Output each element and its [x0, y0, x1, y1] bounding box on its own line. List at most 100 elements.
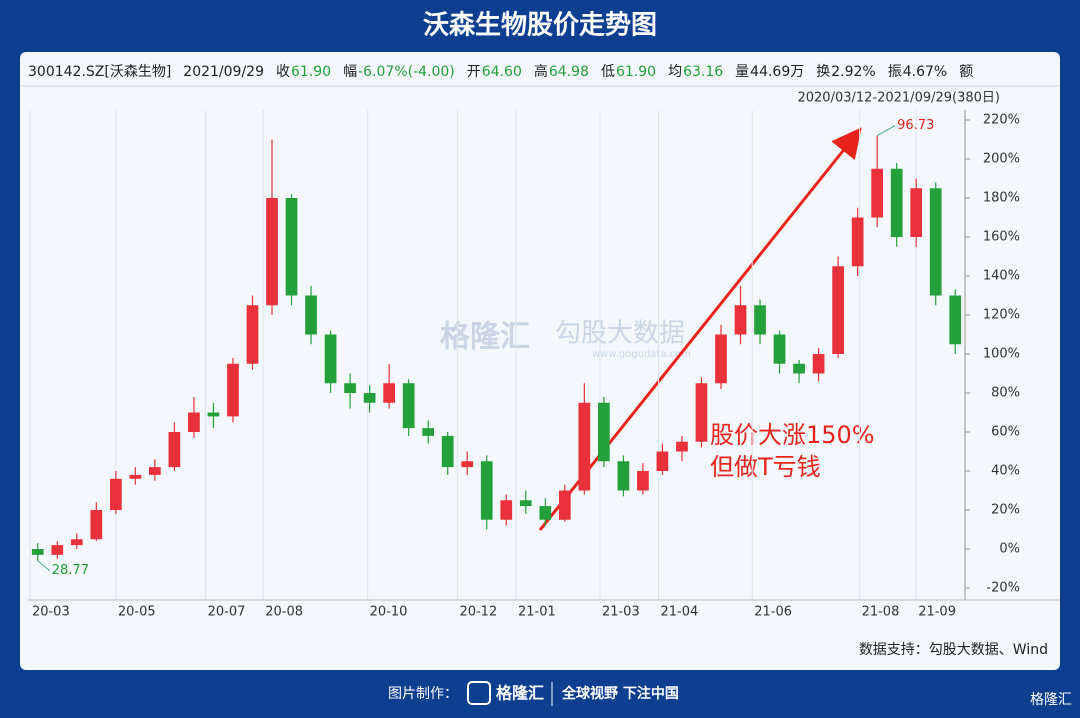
candle-body	[363, 393, 376, 403]
candle-body	[715, 334, 727, 384]
y-tick-label: 40%	[991, 464, 1020, 479]
x-tick-label: 21-08	[862, 605, 900, 620]
candle-body	[598, 402, 610, 462]
title: 沃森生物股价走势图	[423, 11, 657, 41]
low-leader	[37, 560, 51, 572]
candle-body	[695, 383, 708, 442]
y-tick-label: 180%	[983, 191, 1020, 206]
y-tick-label: 20%	[991, 503, 1020, 518]
date-range: 2020/03/12-2021/09/29(380日)	[797, 91, 1000, 106]
info-item: 开	[467, 64, 481, 80]
x-tick-label: 21-04	[661, 605, 699, 620]
x-tick-label: 21-01	[518, 605, 556, 620]
candle-body	[441, 435, 454, 468]
candle-body	[422, 428, 435, 436]
high-label: 96.73	[897, 118, 934, 133]
source: 数据支持：勾股大数据、Wind	[859, 642, 1048, 658]
logo	[467, 681, 491, 705]
x-tick-label: 20-03	[32, 605, 70, 620]
candle-body	[51, 545, 64, 555]
y-tick-label: 60%	[991, 425, 1020, 440]
panel	[20, 52, 1060, 670]
x-tick-label: 21-06	[754, 605, 792, 620]
candle-body	[168, 432, 181, 468]
info-item: 高	[534, 63, 548, 80]
candle-body	[188, 412, 200, 432]
candle-body	[890, 168, 903, 237]
watermark-data: 勾股大数据	[555, 319, 685, 349]
watermark-url: www.gogudata.com	[592, 349, 691, 360]
footer-made: 图片制作：	[388, 686, 458, 702]
info-item: 300142.SZ[沃森生物]	[28, 64, 171, 80]
candle-body	[500, 500, 513, 520]
info-item: 44.69万	[750, 64, 804, 80]
y-tick-label: 200%	[983, 152, 1020, 167]
candle-body	[773, 334, 786, 364]
candle-body	[129, 474, 142, 479]
candle-body	[305, 295, 317, 335]
candle-body	[285, 198, 298, 296]
info-item: 64.98	[549, 64, 589, 80]
y-tick-label: 100%	[983, 347, 1020, 362]
corner-brand: 格隆汇	[1030, 692, 1072, 708]
watermark-brand: 格隆汇	[440, 320, 530, 355]
footer-slogan: 全球视野 下注中国	[561, 685, 679, 702]
y-tick-label: 80%	[991, 386, 1020, 401]
annotation: 股价大涨150%	[710, 421, 875, 449]
candle-body	[676, 441, 688, 452]
info-item: 4.67%	[903, 64, 947, 80]
candle-body	[910, 188, 923, 237]
candle-body	[90, 510, 103, 540]
footer-brand: 格隆汇	[496, 684, 544, 703]
candle-body	[383, 383, 395, 403]
info-bar: 300142.SZ[沃森生物] 2021/09/29 收 61.90 幅 -6.07%(-…	[28, 63, 973, 80]
info-item: 61.90	[616, 64, 656, 80]
y-tick-label: 160%	[983, 230, 1020, 245]
info-item: 均	[668, 64, 682, 80]
x-tick-label: 20-10	[370, 605, 408, 620]
x-tick-label: 20-08	[265, 605, 303, 620]
candle-body	[656, 451, 669, 471]
candle-body	[461, 461, 474, 468]
info-item: 幅	[343, 64, 357, 80]
info-item: -6.07%(-4.00)	[358, 64, 455, 80]
candle-body	[929, 188, 942, 296]
x-tick-label: 21-09	[918, 605, 956, 620]
candle-body	[871, 168, 884, 218]
info-item: 振	[888, 64, 902, 80]
candle-body	[519, 500, 532, 507]
y-tick-label: 0%	[999, 542, 1020, 557]
y-tick-label: -20%	[986, 581, 1020, 596]
candle-body	[70, 539, 83, 546]
candle-body	[793, 363, 805, 374]
candle-body	[324, 334, 337, 384]
candle-body	[246, 305, 259, 364]
candle-body	[109, 478, 122, 510]
info-item: 额	[959, 64, 973, 80]
candle-body	[734, 305, 747, 335]
info-item: 换	[816, 63, 830, 80]
info-item: 收	[276, 64, 290, 80]
low-label: 28.77	[52, 563, 89, 578]
candle-body	[949, 295, 962, 345]
candle-body	[266, 198, 278, 306]
x-tick-label: 20-07	[208, 605, 246, 620]
candle-body	[402, 383, 415, 429]
annotation: 但做T亏钱	[710, 453, 821, 481]
candle-body	[637, 471, 649, 491]
candle-body	[227, 363, 239, 417]
y-tick-label: 120%	[983, 308, 1020, 323]
y-tick-label: 220%	[983, 113, 1020, 128]
candle-body	[617, 461, 630, 491]
info-item: 低	[601, 64, 615, 80]
candle-body	[31, 549, 44, 555]
candle-body	[480, 461, 493, 520]
high-leader	[876, 125, 896, 137]
candle-body	[344, 383, 356, 393]
y-tick-label: 140%	[983, 269, 1020, 284]
candle-body	[578, 402, 591, 491]
info-item: 2.92%	[831, 64, 875, 80]
x-tick-label: 20-05	[118, 605, 156, 620]
info-item: 量	[735, 64, 749, 80]
